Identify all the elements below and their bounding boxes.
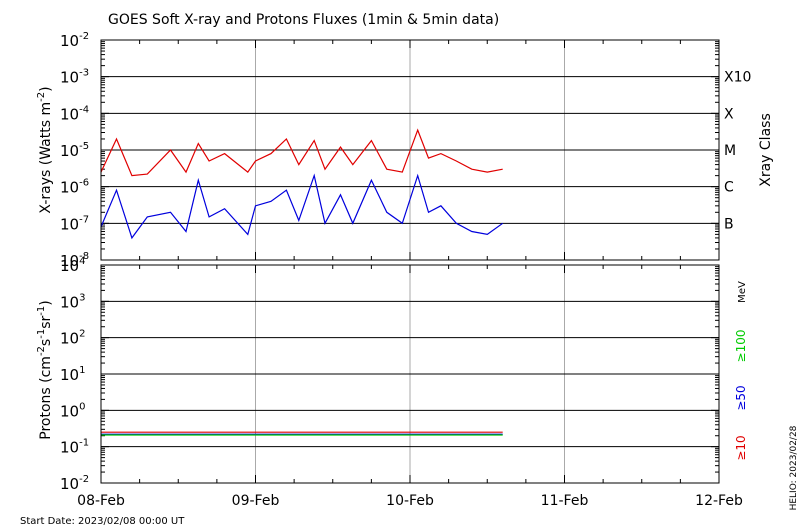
- tick-base: 10: [60, 257, 79, 275]
- xray-class-label: M: [724, 143, 736, 159]
- xray-class-title: Xray Class: [758, 113, 774, 187]
- y-tick-label: 104: [60, 256, 85, 275]
- tick-base: 10: [60, 439, 79, 457]
- series-line-xray_long: [100, 128, 503, 177]
- xray-class-label: B: [724, 216, 734, 232]
- tick-base: 10: [60, 105, 79, 123]
- energy-unit-label: MeV: [737, 281, 748, 303]
- tick-exponent: -6: [79, 178, 89, 189]
- energy-label-50: ≥50: [734, 385, 748, 410]
- energy-label-10: ≥10: [734, 435, 748, 460]
- tick-base: 10: [60, 293, 79, 311]
- chart-title: GOES Soft X-ray and Protons Fluxes (1min…: [108, 12, 499, 28]
- tick-base: 10: [60, 252, 79, 270]
- y-tick-label: 10-7: [60, 214, 89, 233]
- series-line-xray_short: [100, 173, 504, 240]
- y-tick-label: 10-8: [60, 251, 89, 270]
- y-tick-label: 10-2: [60, 474, 89, 493]
- y-tick-label: 10-3: [60, 68, 89, 87]
- x-axis-label: 10-Feb: [386, 493, 434, 509]
- x-axis-label: 09-Feb: [232, 493, 280, 509]
- y-tick-label: 10-2: [60, 31, 89, 50]
- tick-base: 10: [60, 179, 79, 197]
- y-tick-label: 102: [60, 329, 85, 348]
- tick-exponent: -7: [79, 214, 89, 225]
- tick-exponent: -8: [79, 251, 89, 262]
- x-axis-labels: 08-Feb 09-Feb 10-Feb 11-Feb 12-Feb: [77, 493, 743, 509]
- tick-exponent: 0: [79, 401, 85, 412]
- tick-base: 10: [60, 402, 79, 420]
- xray-class-label: X10: [724, 70, 751, 86]
- y-tick-label: 10-4: [60, 104, 89, 123]
- panel-frame: [100, 39, 720, 261]
- tick-base: 10: [60, 475, 79, 493]
- tick-exponent: -4: [79, 104, 89, 115]
- tick-exponent: -5: [79, 141, 89, 152]
- tick-exponent: 4: [79, 256, 85, 267]
- y-tick-label: 10-1: [60, 438, 89, 457]
- tick-exponent: -2: [79, 31, 89, 42]
- start-date: Start Date: 2023/02/08 00:00 UT: [20, 516, 185, 527]
- tick-base: 10: [60, 330, 79, 348]
- xray-ylabel: X-rays (Watts m-2): [36, 86, 54, 213]
- x-axis-label: 08-Feb: [77, 493, 125, 509]
- helio-stamp: HELIO: 2023/02/28: [789, 425, 799, 510]
- y-tick-label: 101: [60, 365, 85, 384]
- tick-exponent: -1: [79, 438, 89, 449]
- tick-exponent: 3: [79, 292, 85, 303]
- xray-class-label: X: [724, 106, 734, 122]
- tick-base: 10: [60, 215, 79, 233]
- y-tick-label: 103: [60, 292, 85, 311]
- x-axis-label: 11-Feb: [541, 493, 589, 509]
- y-tick-label: 100: [60, 401, 85, 420]
- tick-exponent: -2: [79, 474, 89, 485]
- x-axis-label: 12-Feb: [695, 493, 743, 509]
- y-tick-label: 10-6: [60, 178, 89, 197]
- tick-exponent: -3: [79, 68, 89, 79]
- tick-base: 10: [60, 69, 79, 87]
- energy-label-100: ≥100: [734, 330, 748, 363]
- tick-base: 10: [60, 32, 79, 50]
- tick-exponent: 2: [79, 329, 85, 340]
- tick-base: 10: [60, 366, 79, 384]
- y-tick-label: 10-5: [60, 141, 89, 160]
- tick-base: 10: [60, 142, 79, 160]
- xray-class-label: C: [724, 180, 734, 196]
- panel-frame: [100, 264, 720, 484]
- proton-ylabel: Protons (cm-2s-1sr-1): [36, 300, 54, 439]
- tick-exponent: 1: [79, 365, 85, 376]
